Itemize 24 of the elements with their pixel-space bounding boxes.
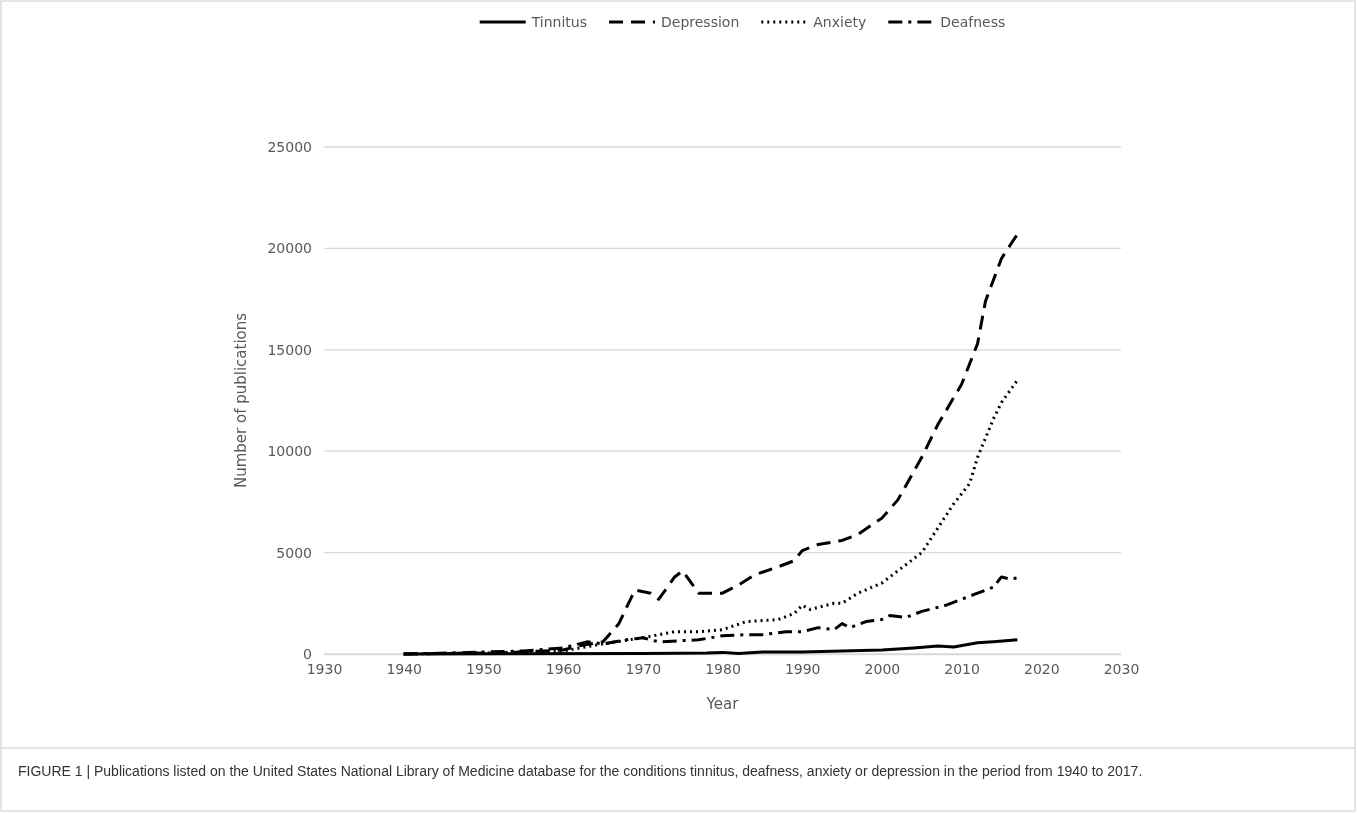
caption: FIGURE 1 | Publications listed on the United States National Library of Medicine database for the conditions tinnitus, deafness, anxiety or depression in the period from 1940 to 2017. [18, 762, 1144, 781]
legend-label: Anxiety [813, 14, 867, 30]
x-axis-title: Year [705, 695, 740, 713]
y-tick-label: 15000 [267, 341, 312, 358]
x-tick-label: 1960 [545, 660, 582, 677]
x-tick-label: 1930 [306, 660, 343, 677]
x-tick-label: 2010 [944, 660, 980, 677]
y-tick-label: 5000 [276, 544, 312, 561]
x-tick-label: 2030 [1103, 660, 1140, 677]
x-tick-label: 1970 [625, 660, 662, 677]
y-tick-label: 20000 [267, 240, 312, 257]
y-tick-label: 0 [303, 645, 312, 662]
x-tick-label: 2020 [1023, 660, 1060, 677]
y-axis-title: Number of publications [232, 312, 250, 489]
legend-label: Deafness [940, 14, 1006, 30]
x-tick-label: 1980 [705, 660, 741, 677]
x-tick-label: 1940 [386, 660, 423, 677]
legend-label: Depression [661, 14, 740, 30]
x-tick-label: 1950 [466, 660, 502, 677]
x-tick-label: 2000 [864, 660, 901, 677]
legend-label: Tinnitus [530, 14, 588, 30]
y-tick-label: 25000 [267, 138, 312, 155]
y-tick-label: 10000 [267, 443, 312, 460]
x-tick-label: 1990 [784, 660, 821, 677]
